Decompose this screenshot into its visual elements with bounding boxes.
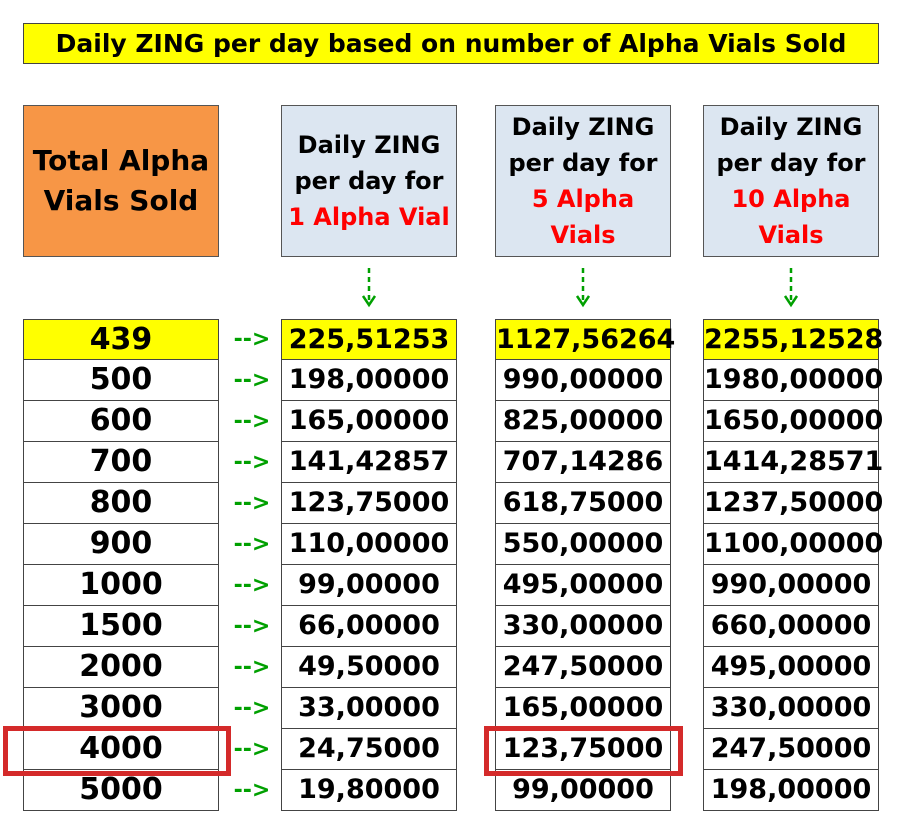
arrow-right-icon: --> [233,696,271,721]
table-cell: 19,80000 [281,770,457,811]
arrow-right-icon: --> [233,327,271,352]
table-cell: 1100,00000 [703,524,883,565]
header-total-vials-sold: Total Alpha Vials Sold [23,105,219,257]
table-cell: 990,00000 [495,360,671,401]
table-cell: 24,75000 [281,729,457,770]
table-cell: 330,00000 [703,688,879,729]
table-cell: 600 [23,401,219,442]
header-col2-line2: per day for [508,149,658,177]
table-cell: 99,00000 [495,770,671,811]
table-cell: 33,00000 [281,688,457,729]
table-cell: 1500 [23,606,219,647]
header-total-line1: Total Alpha [32,144,210,177]
arrow-right-icon: --> [233,778,271,803]
column-total-vials-sold: 439 500 600 700 800 900 1000 1500 2000 3000 4000 50… [23,319,219,811]
table-cell: 5000 [23,770,219,811]
table-cell: 660,00000 [703,606,879,647]
table-cell: 825,00000 [495,401,671,442]
header-col2-line3: 5 Alpha [531,185,635,213]
arrow-down-icon [362,268,376,308]
table-cell: 141,42857 [281,442,457,483]
table-cell: 3000 [23,688,219,729]
table-cell: 900 [23,524,219,565]
arrow-right-icon: --> [233,491,271,516]
table-cell: 1650,00000 [703,401,883,442]
table-cell: 707,14286 [495,442,671,483]
header-total-line2: Vials Sold [43,184,199,217]
header-col3-line3: 10 Alpha [731,185,851,213]
table-cell: 495,00000 [703,647,879,688]
table-cell: 110,00000 [281,524,457,565]
table-cell: 123,75000 [495,729,671,770]
table-cell: 2000 [23,647,219,688]
table-cell: 1414,28571 [703,442,883,483]
table-cell: 247,50000 [703,729,879,770]
arrow-right-icon: --> [233,614,271,639]
column-zing-1-vial: 225,51253 198,00000 165,00000 141,42857 123,… [281,319,457,811]
table-cell: 165,00000 [495,688,671,729]
arrow-right-icon: --> [233,368,271,393]
header-col3-line4: Vials [758,221,824,249]
column-arrows: --> --> --> --> --> --> --> --> --> --> --> --> [228,319,276,811]
header-5-alpha-vials: Daily ZING per day for 5 Alpha Vials [495,105,671,257]
arrow-right-icon: --> [233,737,271,762]
header-10-alpha-vials: Daily ZING per day for 10 Alpha Vials [703,105,879,257]
header-col1-line2: per day for [294,167,444,195]
table-cell: 550,00000 [495,524,671,565]
arrow-down-icon [576,268,590,308]
arrow-right-icon: --> [233,573,271,598]
table-cell: 49,50000 [281,647,457,688]
header-col3-line2: per day for [716,149,866,177]
header-col1-line3: 1 Alpha Vial [288,203,450,231]
header-col2-line1: Daily ZING [511,113,655,141]
table-cell: 123,75000 [281,483,457,524]
header-col1-line1: Daily ZING [297,131,441,159]
column-zing-10-vials: 2255,12528 1980,00000 1650,00000 1414,28571… [703,319,883,811]
table-cell: 1000 [23,565,219,606]
table-cell: 99,00000 [281,565,457,606]
table-cell: 1237,50000 [703,483,883,524]
table-cell: 439 [23,319,219,360]
table-cell: 198,00000 [703,770,879,811]
arrow-down-icon [784,268,798,308]
column-zing-5-vials: 1127,56264 990,00000 825,00000 707,14286 618… [495,319,675,811]
table-cell: 165,00000 [281,401,457,442]
table-cell: 225,51253 [281,319,457,360]
table-cell: 4000 [23,729,219,770]
table-cell: 2255,12528 [703,319,883,360]
arrow-right-icon: --> [233,655,271,680]
table-cell: 1980,00000 [703,360,883,401]
arrow-right-icon: --> [233,532,271,557]
header-1-alpha-vial: Daily ZING per day for 1 Alpha Vial [281,105,457,257]
header-col2-line4: Vials [550,221,616,249]
highlight-box-value-123-75 [484,726,683,776]
page-title: Daily ZING per day based on number of Al… [23,23,879,64]
table-cell: 198,00000 [281,360,457,401]
highlight-box-sold-4000 [3,726,231,776]
table-cell: 990,00000 [703,565,879,606]
header-col3-line1: Daily ZING [719,113,863,141]
table-cell: 700 [23,442,219,483]
table-cell: 247,50000 [495,647,671,688]
table-cell: 330,00000 [495,606,671,647]
arrow-right-icon: --> [233,409,271,434]
table-cell: 800 [23,483,219,524]
table-cell: 500 [23,360,219,401]
arrow-right-icon: --> [233,450,271,475]
table-cell: 495,00000 [495,565,671,606]
table-cell: 1127,56264 [495,319,675,360]
table-cell: 66,00000 [281,606,457,647]
table-cell: 618,75000 [495,483,671,524]
